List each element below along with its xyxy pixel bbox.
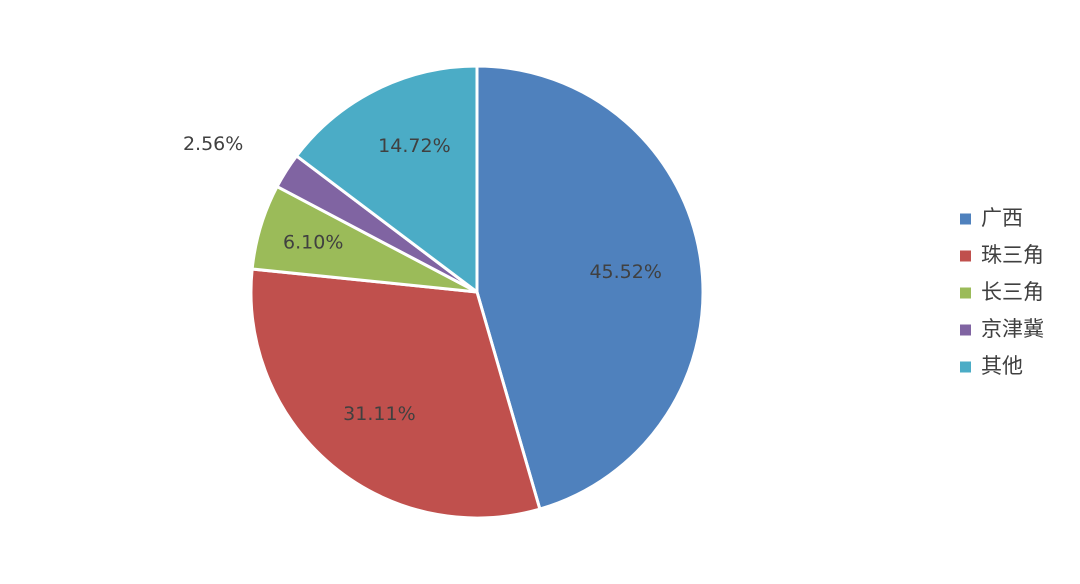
pie-slices	[249, 64, 705, 520]
legend-swatch-1	[960, 250, 971, 262]
pie-slice-4	[295, 64, 479, 294]
data-label-1: 31.11%	[343, 403, 415, 425]
legend-swatch-4	[960, 361, 971, 373]
legend-item-3: 京津冀	[960, 317, 1044, 341]
legend-label-3: 京津冀	[981, 317, 1044, 341]
pie-data-labels: 45.52% 31.11% 6.10% 2.56% 14.72%	[183, 133, 662, 425]
data-label-3: 2.56%	[183, 133, 243, 155]
data-label-4: 14.72%	[378, 135, 450, 157]
pie-slice-0	[475, 64, 705, 511]
pie-slice-1	[249, 267, 542, 520]
legend-label-4: 其他	[981, 354, 1023, 378]
legend-label-0: 广西	[981, 206, 1023, 230]
legend-swatch-2	[960, 287, 971, 299]
legend-label-1: 珠三角	[981, 243, 1044, 267]
legend-item-4: 其他	[960, 354, 1023, 378]
legend-swatch-3	[960, 324, 971, 336]
legend-item-2: 长三角	[960, 280, 1044, 304]
legend-label-2: 长三角	[981, 280, 1044, 304]
data-label-0: 45.52%	[589, 261, 661, 283]
legend-item-0: 广西	[960, 206, 1023, 230]
legend-swatch-0	[960, 213, 971, 225]
data-label-2: 6.10%	[283, 231, 343, 253]
legend-item-1: 珠三角	[960, 243, 1044, 267]
